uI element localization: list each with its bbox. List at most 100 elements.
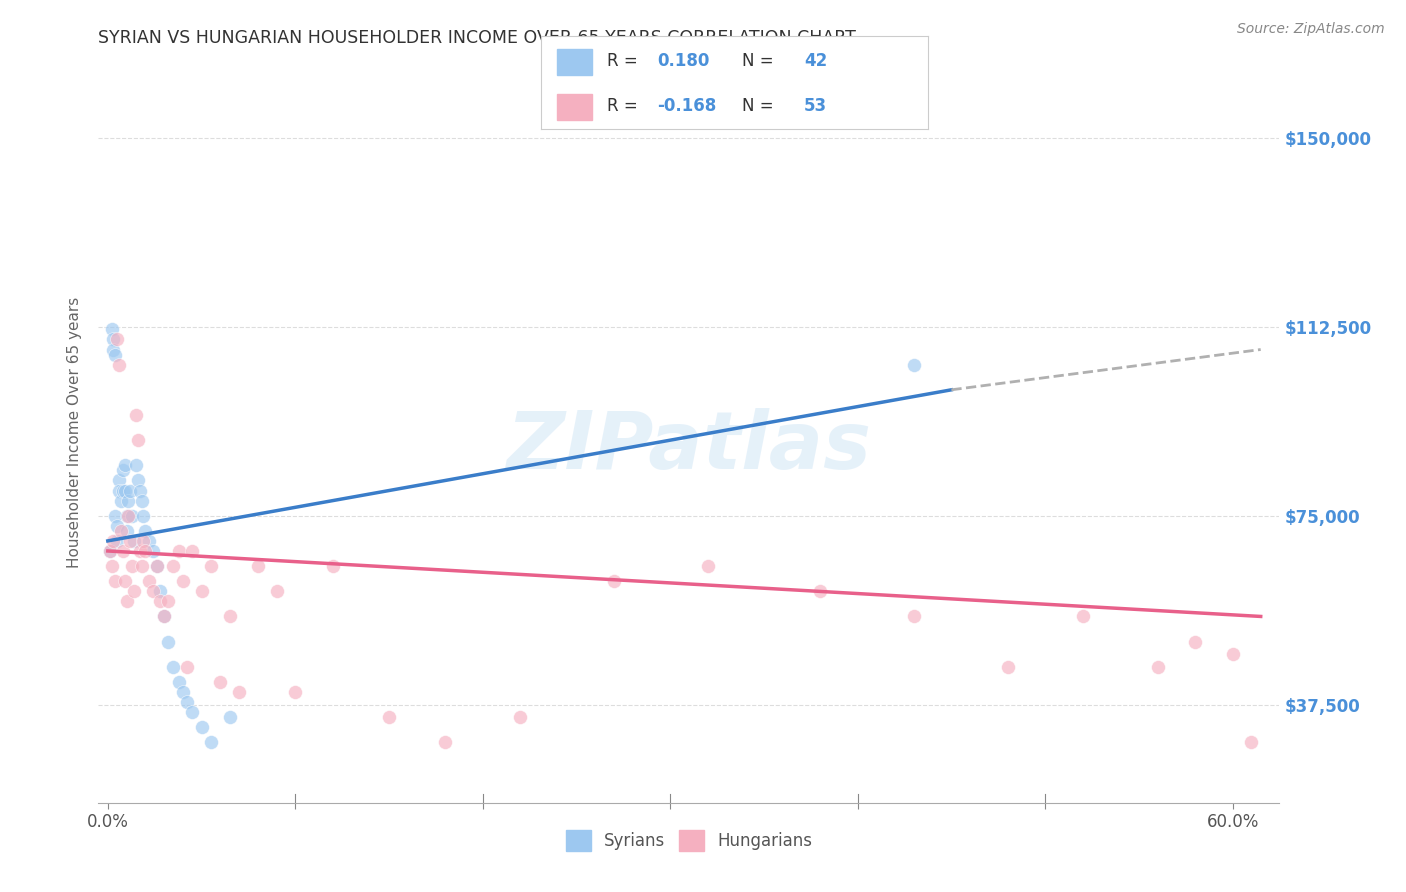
Point: [138, 574, 160, 589]
Point: [903, 358, 925, 372]
Point: [153, 609, 176, 624]
Point: [228, 685, 250, 699]
Point: [808, 584, 831, 599]
Point: [127, 433, 149, 447]
Text: R =: R =: [607, 97, 643, 115]
Point: [145, 559, 167, 574]
Text: -0.168: -0.168: [658, 97, 717, 115]
Point: [603, 574, 626, 589]
Bar: [557, 94, 592, 120]
Text: SYRIAN VS HUNGARIAN HOUSEHOLDER INCOME OVER 65 YEARS CORRELATION CHART: SYRIAN VS HUNGARIAN HOUSEHOLDER INCOME O…: [98, 29, 856, 47]
Point: [105, 333, 128, 347]
Point: [131, 493, 153, 508]
Point: [115, 524, 138, 538]
Point: [434, 735, 457, 749]
Point: [104, 574, 127, 589]
Point: [103, 533, 125, 548]
Bar: [557, 49, 592, 75]
Point: [120, 533, 142, 548]
Text: 53: 53: [804, 97, 827, 115]
Point: [322, 559, 344, 574]
Point: [176, 660, 198, 674]
Point: [162, 559, 184, 574]
Point: [284, 685, 307, 699]
Point: [108, 358, 131, 372]
Point: [145, 559, 167, 574]
Text: 42: 42: [804, 52, 828, 70]
Point: [111, 463, 134, 477]
Text: N =: N =: [742, 52, 779, 70]
Point: [131, 559, 153, 574]
Point: [149, 584, 172, 599]
Point: [115, 594, 138, 608]
Point: [134, 524, 156, 538]
Point: [172, 685, 194, 699]
Point: [128, 483, 150, 498]
Y-axis label: Householder Income Over 65 years: Householder Income Over 65 years: [67, 297, 83, 568]
Point: [117, 508, 139, 523]
Point: [218, 609, 240, 624]
Point: [997, 660, 1019, 674]
Legend: Syrians, Hungarians: Syrians, Hungarians: [560, 823, 818, 857]
Point: [105, 518, 128, 533]
Point: [121, 508, 143, 523]
Point: [115, 508, 138, 523]
Point: [108, 483, 131, 498]
Point: [181, 544, 204, 558]
Point: [111, 544, 134, 558]
Text: R =: R =: [607, 52, 643, 70]
Point: [509, 710, 531, 724]
Point: [903, 609, 925, 624]
Point: [110, 493, 132, 508]
Point: [100, 322, 122, 336]
Point: [190, 584, 212, 599]
Point: [120, 483, 142, 498]
Point: [1071, 609, 1094, 624]
Point: [103, 333, 125, 347]
Point: [104, 347, 127, 361]
Point: [142, 584, 165, 599]
Point: [1240, 735, 1263, 749]
Point: [1184, 634, 1206, 648]
Point: [153, 609, 176, 624]
Point: [111, 483, 134, 498]
Point: [98, 544, 121, 558]
Point: [162, 660, 184, 674]
Point: [200, 559, 222, 574]
Point: [104, 508, 127, 523]
Text: Source: ZipAtlas.com: Source: ZipAtlas.com: [1237, 22, 1385, 37]
Point: [132, 533, 155, 548]
Point: [181, 705, 204, 719]
Point: [122, 533, 145, 548]
Point: [132, 508, 155, 523]
Point: [209, 674, 232, 689]
Point: [156, 594, 179, 608]
Text: 0.180: 0.180: [658, 52, 710, 70]
Point: [167, 544, 190, 558]
Point: [246, 559, 269, 574]
Point: [200, 735, 222, 749]
Point: [190, 720, 212, 734]
Text: ZIPatlas: ZIPatlas: [506, 409, 872, 486]
Point: [114, 574, 136, 589]
Point: [142, 544, 165, 558]
Point: [114, 483, 136, 498]
Point: [218, 710, 240, 724]
Point: [266, 584, 288, 599]
Point: [122, 584, 145, 599]
Point: [176, 695, 198, 709]
Point: [114, 458, 136, 473]
Point: [172, 574, 194, 589]
Point: [125, 408, 148, 422]
Point: [108, 474, 131, 488]
Point: [98, 544, 121, 558]
Point: [378, 710, 401, 724]
Point: [149, 594, 172, 608]
Point: [1146, 660, 1168, 674]
Point: [103, 343, 125, 357]
Point: [134, 544, 156, 558]
Point: [100, 559, 122, 574]
Point: [696, 559, 718, 574]
Point: [105, 533, 128, 548]
Point: [1222, 647, 1244, 661]
